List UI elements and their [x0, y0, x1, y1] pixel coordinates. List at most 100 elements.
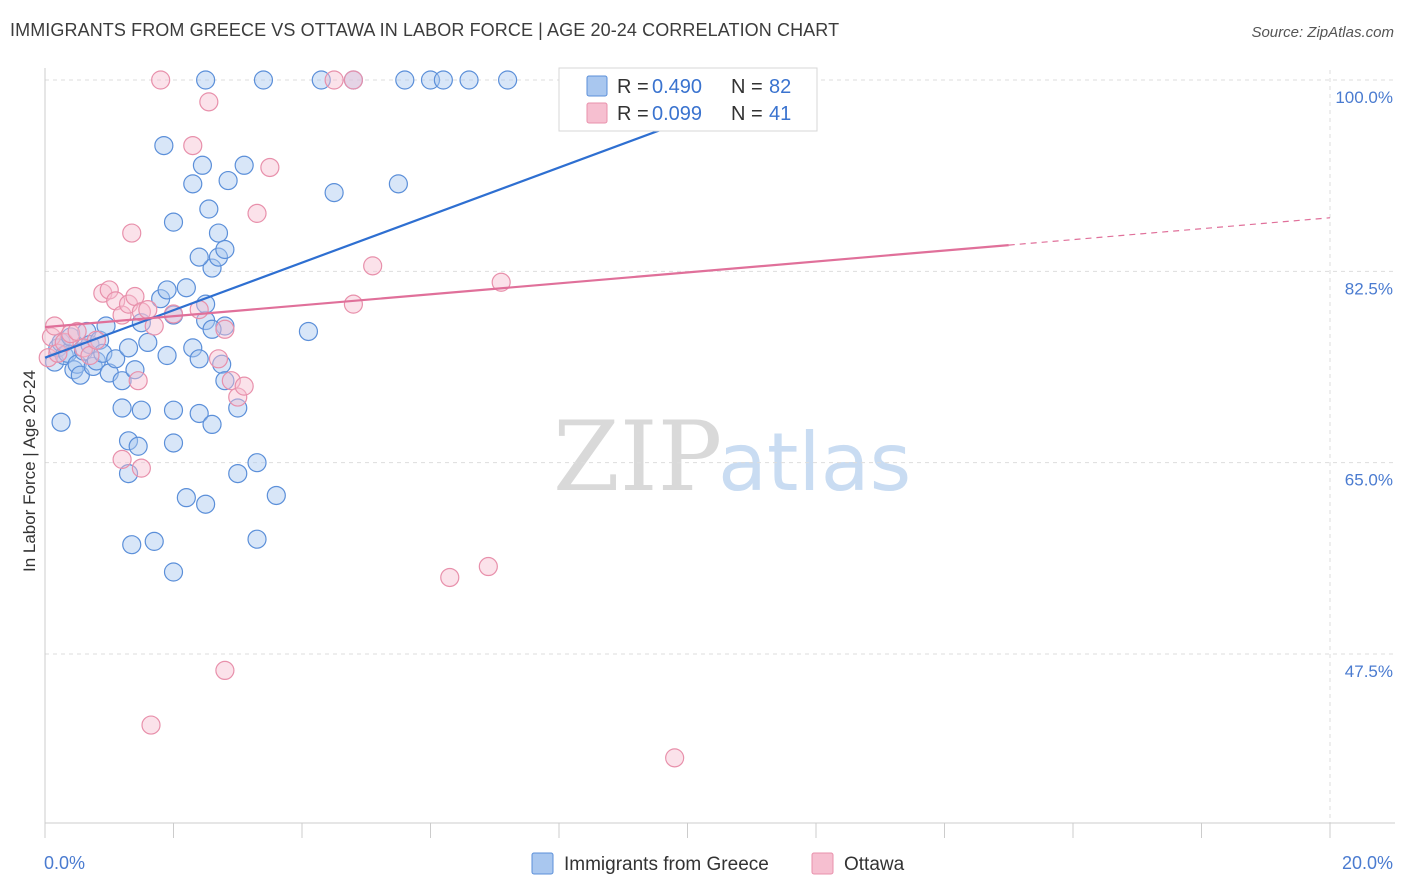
data-point — [247, 203, 267, 223]
data-point — [498, 70, 518, 90]
data-point — [67, 321, 87, 342]
legend-box: R = 0.490 N = 82 R = 0.099 N = 41 — [558, 67, 818, 132]
data-point — [199, 92, 219, 112]
legend-pink-swatch — [586, 102, 608, 124]
data-point — [215, 371, 235, 391]
data-point — [99, 280, 119, 300]
legend-blue-swatch — [586, 75, 608, 97]
data-point — [491, 272, 511, 292]
data-point — [128, 371, 148, 391]
bottom-legend: Immigrants from Greece Ottawa — [531, 852, 905, 875]
legend-r-label-1: R = — [617, 76, 649, 98]
trend-line-ottawa — [44, 243, 1009, 329]
data-point — [363, 256, 383, 276]
legend-n-label-2: N = — [731, 103, 763, 125]
data-point — [196, 494, 216, 514]
data-point — [51, 412, 71, 432]
data-point — [478, 556, 498, 577]
data-point — [118, 338, 139, 358]
data-point — [343, 294, 363, 314]
data-point — [38, 348, 58, 368]
data-point — [234, 155, 254, 175]
data-point — [163, 433, 184, 453]
data-point — [176, 488, 196, 508]
data-point — [298, 321, 319, 342]
data-point — [183, 136, 203, 156]
series-immigrants-from-greece — [45, 70, 672, 582]
data-point — [388, 174, 408, 194]
data-point — [118, 464, 139, 484]
y-tick-label: 100.0% — [1335, 88, 1393, 107]
data-point — [163, 562, 184, 582]
trend-line-ottawa-extension — [1008, 217, 1331, 246]
data-point — [131, 458, 151, 478]
data-point — [157, 280, 177, 300]
y-tick-label: 65.0% — [1345, 471, 1393, 490]
legend-n-value-1: 82 — [769, 76, 791, 98]
data-point — [122, 535, 142, 555]
data-point — [131, 400, 151, 420]
data-point — [228, 398, 248, 418]
data-point — [144, 531, 164, 551]
legend-r-value-2: 0.099 — [652, 103, 702, 125]
y-axis-label: In Labor Force | Age 20-24 — [20, 370, 39, 572]
data-point — [189, 403, 209, 424]
data-point — [208, 349, 229, 369]
data-point — [138, 300, 158, 320]
data-point — [106, 349, 126, 369]
data-point — [215, 239, 235, 260]
data-point — [151, 70, 171, 90]
x-tick-label-max: 20.0% — [1342, 853, 1393, 873]
source-label: Source: ZipAtlas.com — [1251, 24, 1394, 41]
data-point — [260, 157, 280, 178]
data-point — [86, 330, 107, 350]
data-point — [324, 183, 344, 203]
data-point — [433, 70, 453, 90]
data-point — [118, 431, 139, 451]
data-point — [83, 356, 103, 377]
data-point — [138, 332, 158, 352]
data-point — [157, 345, 177, 366]
watermark-zip: ZIP — [553, 401, 722, 513]
data-point — [176, 278, 196, 298]
data-point — [122, 223, 142, 243]
data-point — [199, 199, 219, 219]
chart-title: IMMIGRANTS FROM GREECE VS OTTAWA IN LABO… — [10, 20, 840, 40]
data-point — [440, 567, 460, 588]
bottom-legend-series2: Ottawa — [844, 854, 905, 875]
data-point — [221, 371, 241, 391]
legend-n-label-1: N = — [731, 76, 763, 98]
data-point — [228, 387, 248, 407]
data-point — [247, 453, 267, 473]
data-point — [154, 136, 174, 156]
bottom-legend-pink-swatch — [811, 852, 834, 875]
data-point — [112, 449, 132, 469]
data-point — [125, 360, 145, 380]
data-point — [163, 212, 184, 232]
data-point — [324, 70, 344, 90]
data-point — [228, 464, 248, 484]
legend-r-label-2: R = — [617, 103, 649, 125]
x-tick-label-min: 0.0% — [44, 853, 85, 873]
data-point — [192, 155, 213, 175]
data-point — [183, 338, 203, 358]
data-point — [41, 327, 62, 347]
data-point — [128, 436, 148, 456]
data-point — [196, 70, 216, 90]
data-point — [189, 349, 209, 369]
data-point — [202, 414, 222, 434]
legend-n-value-2: 41 — [769, 103, 791, 125]
y-tick-label: 47.5% — [1345, 662, 1393, 681]
data-point — [266, 485, 286, 506]
legend-r-value-1: 0.490 — [652, 76, 702, 98]
data-point — [665, 748, 685, 768]
data-point — [253, 70, 274, 90]
data-point — [215, 660, 235, 681]
data-point — [112, 371, 132, 391]
tick-labels: 47.5% 65.0% 82.5% 100.0% 0.0% 20.0% — [44, 88, 1393, 873]
data-point — [208, 247, 229, 267]
data-point — [183, 174, 203, 194]
data-point — [141, 715, 161, 735]
axes — [44, 68, 1395, 838]
